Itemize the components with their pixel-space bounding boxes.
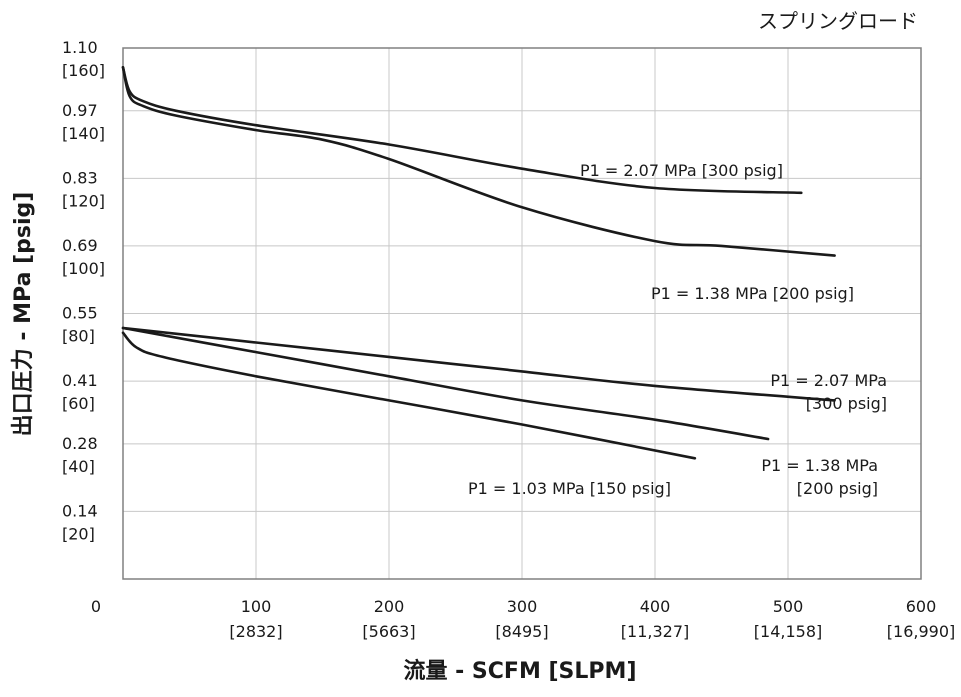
series-line-1-38mpa-high — [121, 66, 836, 257]
plot-frame — [122, 47, 922, 580]
x-tick-label: 0 — [91, 597, 101, 616]
x-tick-sublabel: [16,990] — [887, 622, 955, 641]
x-tick-labels: 0 100 [2832] 200 [5663] 300 [8495] 400 [11,327] 5… — [91, 597, 955, 641]
y-tick-sublabel: [80] — [62, 327, 95, 346]
series-label: [200 psig] — [797, 479, 878, 498]
y-tick-sublabel: [60] — [62, 394, 95, 413]
series-line-2-07mpa-low — [121, 326, 836, 402]
x-tick-sublabel: [11,327] — [621, 622, 689, 641]
x-tick-label: 300 — [507, 597, 538, 616]
y-tick-sublabel: [40] — [62, 457, 95, 476]
y-tick-label: 0.14 — [62, 501, 98, 520]
y-tick-sublabel: [120] — [62, 191, 105, 210]
x-tick-label: 200 — [374, 597, 405, 616]
series-label: P1 = 1.38 MPa — [761, 456, 878, 475]
y-tick-label: 0.41 — [62, 371, 98, 390]
y-tick-label: 0.83 — [62, 168, 98, 187]
series-label: P1 = 1.03 MPa [150 psig] — [468, 479, 671, 498]
grid-lines — [123, 48, 921, 579]
y-tick-label: 0.97 — [62, 101, 98, 120]
series-label: P1 = 1.38 MPa [200 psig] — [651, 284, 854, 303]
series-label: [300 psig] — [806, 394, 887, 413]
x-tick-label: 500 — [773, 597, 804, 616]
x-tick-sublabel: [14,158] — [754, 622, 822, 641]
x-tick-label: 100 — [241, 597, 272, 616]
y-tick-sublabel: [20] — [62, 524, 95, 543]
chart-title: スプリングロード — [758, 9, 918, 33]
series-label: P1 = 2.07 MPa [300 psig] — [580, 161, 783, 180]
y-tick-label: 0.28 — [62, 434, 98, 453]
x-axis-title: 流量 - SCFM [SLPM] — [403, 658, 636, 684]
series-label: P1 = 2.07 MPa — [770, 371, 887, 390]
x-tick-sublabel: [5663] — [362, 622, 415, 641]
y-axis-title: 出口圧力 - MPa [psig] — [11, 192, 36, 437]
y-tick-sublabel: [160] — [62, 61, 105, 80]
x-tick-label: 400 — [640, 597, 671, 616]
x-tick-label: 600 — [906, 597, 937, 616]
series-lines — [121, 66, 836, 460]
y-tick-label: 1.10 — [62, 38, 98, 57]
x-tick-sublabel: [2832] — [229, 622, 282, 641]
y-tick-sublabel: [100] — [62, 259, 105, 278]
series-line-2-07mpa-high — [121, 66, 803, 195]
series-line-1-03mpa-low — [121, 331, 697, 460]
y-tick-sublabel: [140] — [62, 124, 105, 143]
y-tick-label: 0.69 — [62, 236, 98, 255]
series-labels: P1 = 2.07 MPa [300 psig] P1 = 1.38 MPa [2… — [468, 161, 887, 498]
y-tick-label: 0.55 — [62, 304, 98, 323]
x-tick-sublabel: [8495] — [495, 622, 548, 641]
y-tick-labels: 1.10 [160] 0.97 [140] 0.83 [120] 0.69 [100] 0.55… — [62, 38, 105, 543]
series-line-1-38mpa-low — [121, 326, 770, 441]
